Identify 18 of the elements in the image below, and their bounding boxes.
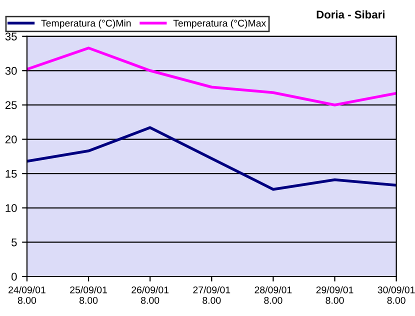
y-tick-label: 0	[12, 272, 17, 281]
x-tick-label: 26/09/01 8.00	[132, 286, 169, 304]
y-tick-label: 30	[5, 66, 17, 75]
y-tick-label: 5	[12, 238, 17, 246]
y-tick-label: 25	[5, 101, 17, 110]
legend-label: Temperatura (°C)Min	[41, 20, 131, 29]
y-tick-label: 35	[5, 32, 17, 40]
legend-label: Temperatura (°C)Max	[173, 20, 266, 29]
y-tick-label: 10	[6, 204, 17, 212]
x-tick-label: 30/09/01 8.00	[378, 286, 415, 304]
x-tick-label: 27/09/01 8.00	[193, 286, 230, 304]
x-tick-label: 24/09/01 8.00	[8, 286, 46, 304]
chart-title: Doria - Sibari	[316, 10, 384, 19]
x-tick-label: 25/09/01 8.00	[70, 286, 107, 304]
y-tick-label: 20	[5, 136, 17, 144]
x-tick-label: 28/09/01 8.00	[254, 286, 292, 304]
x-tick-label: 29/09/01 8.00	[316, 286, 354, 304]
y-tick-label: 15	[6, 170, 17, 178]
